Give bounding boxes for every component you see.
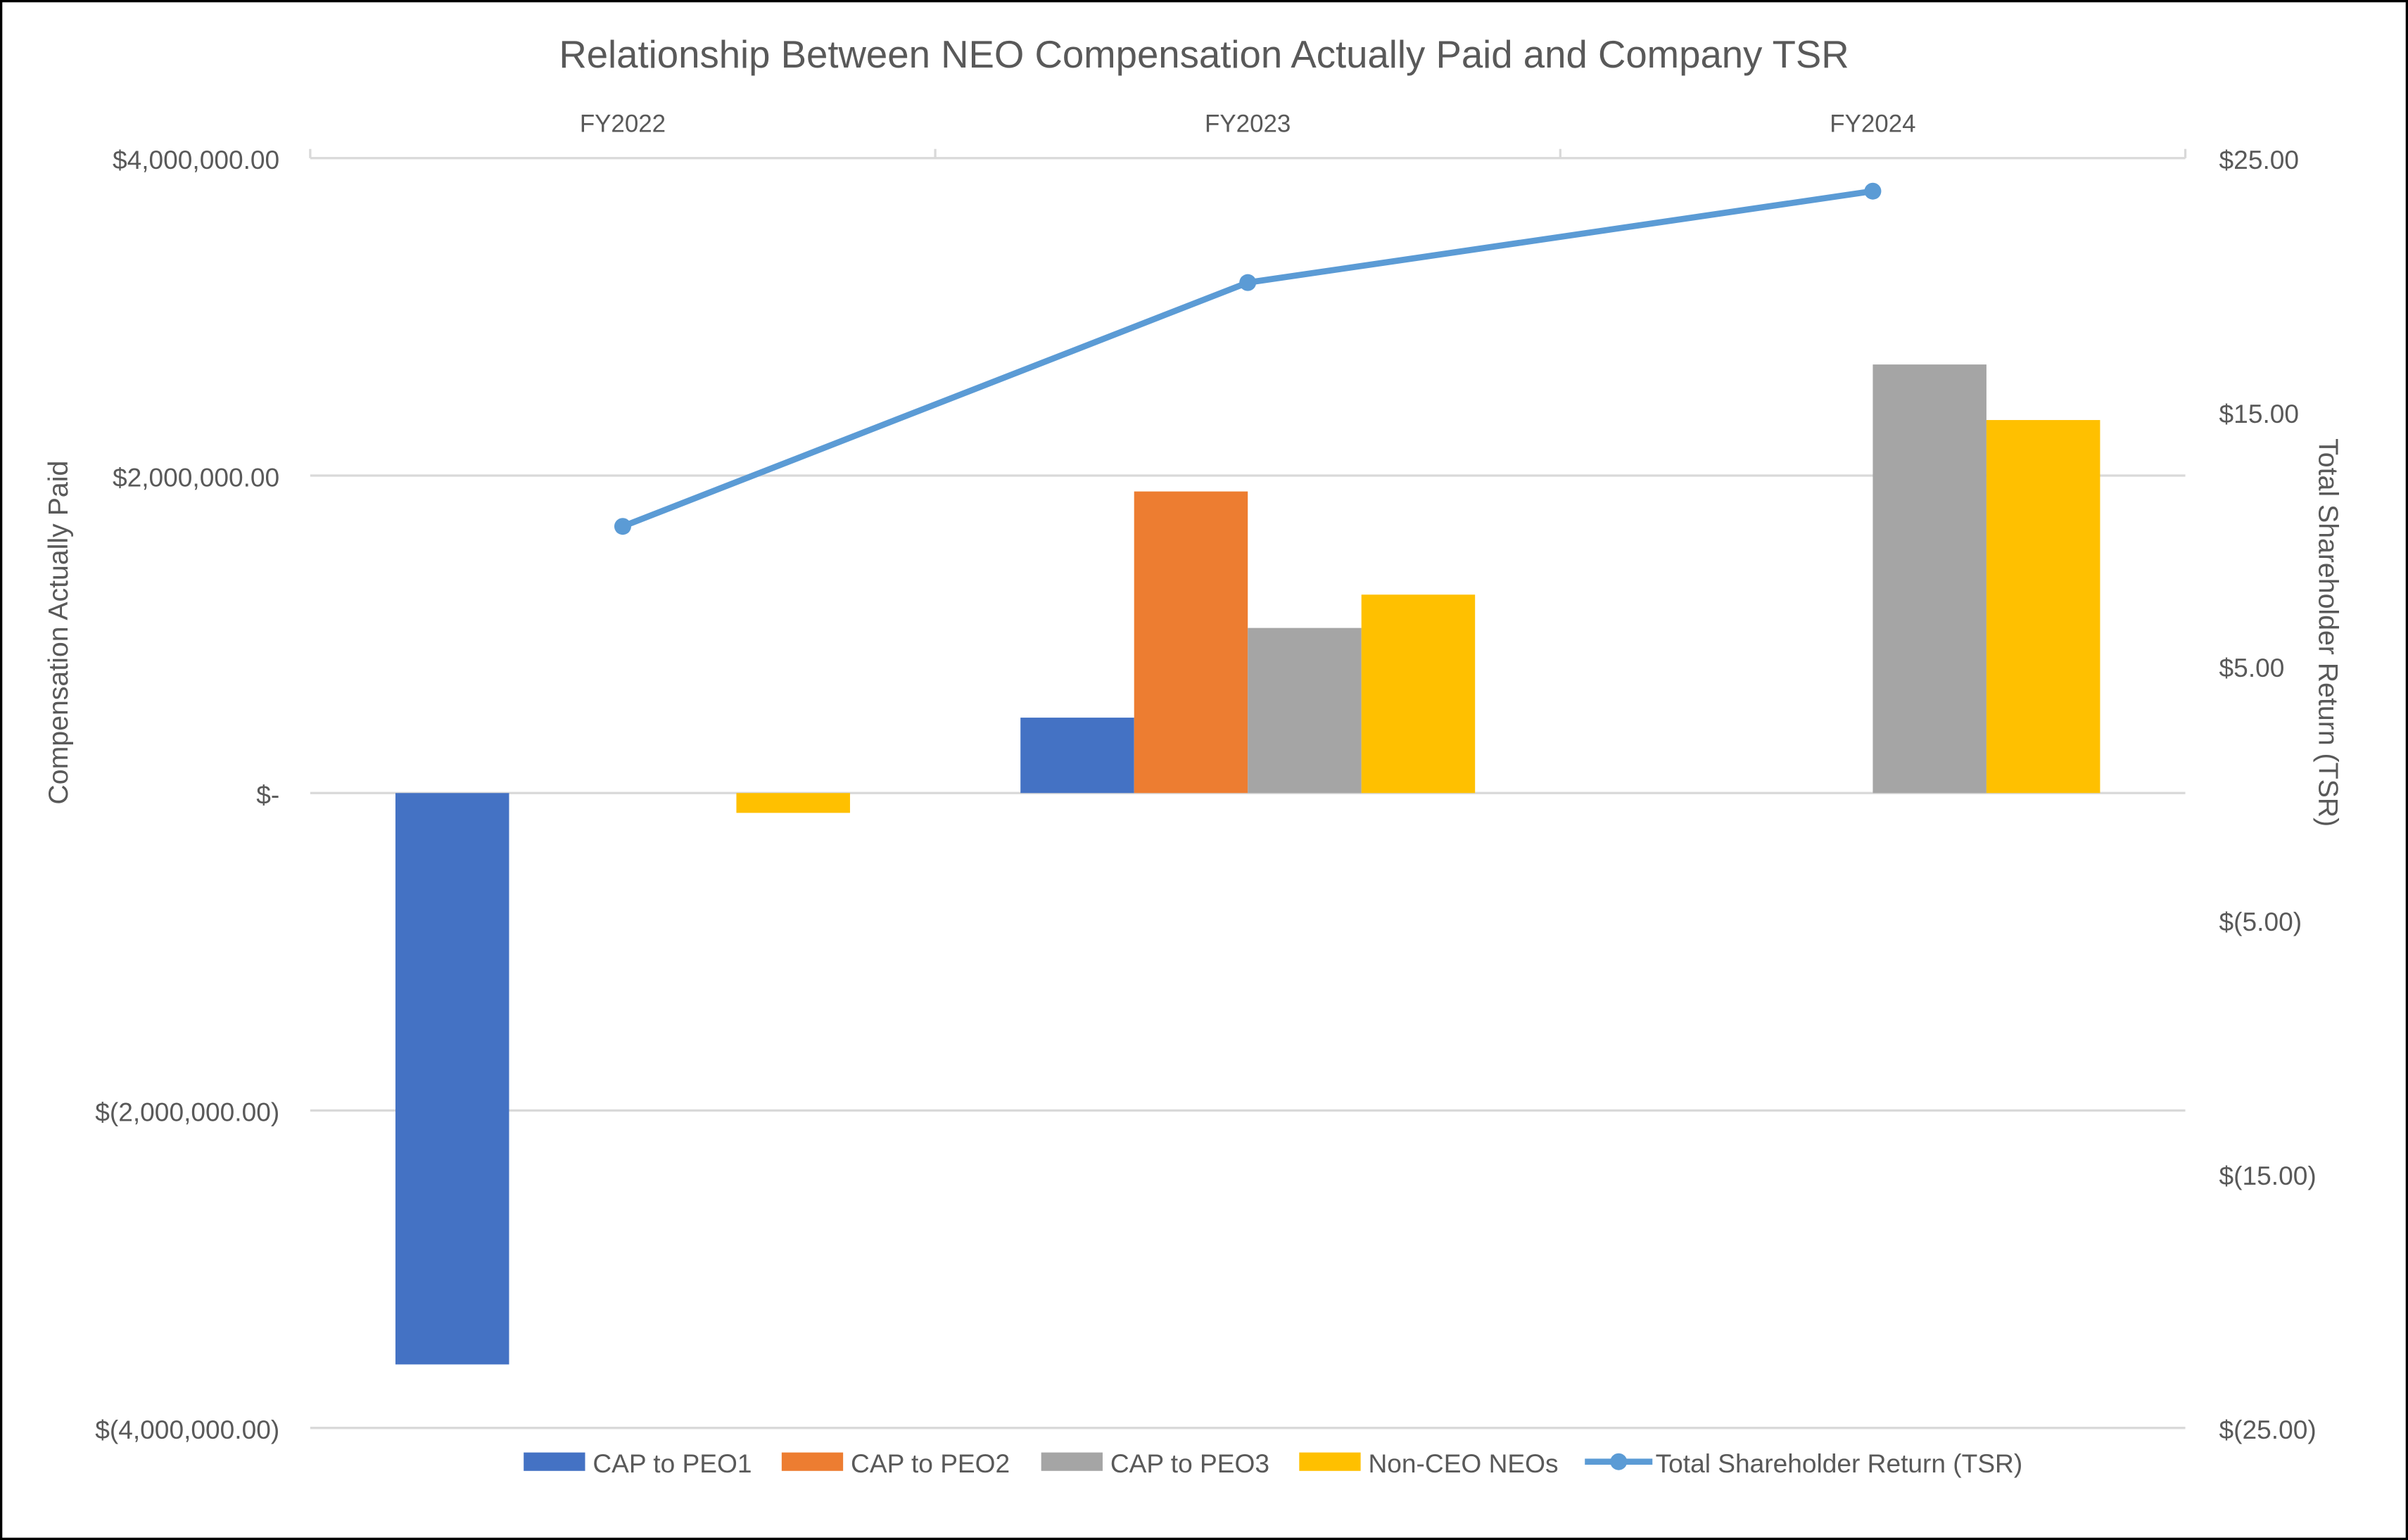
right-tick-label: $(15.00): [2219, 1161, 2317, 1190]
tsr-point-fy2023: [1239, 274, 1257, 291]
left-tick-label: $-: [256, 780, 279, 810]
right-axis-label: Total Shareholder Return (TSR): [2312, 438, 2343, 827]
legend-swatch: [781, 1452, 844, 1471]
right-tick-label: $5.00: [2219, 653, 2285, 682]
legend-label: Non-CEO NEOs: [1369, 1449, 1559, 1478]
category-labels: FY2022 FY2023 FY2024: [580, 110, 1916, 138]
legend-label: CAP to PEO2: [851, 1449, 1010, 1478]
bar-cap-to-peo1-fy2023: [1020, 718, 1134, 794]
legend-marker: [1610, 1453, 1628, 1470]
category-label: FY2024: [1830, 110, 1915, 138]
legend: CAP to PEO1 CAP to PEO2 CAP to PEO3 Non-CEO…: [524, 1449, 2022, 1478]
chart-title: Relationship Between NEO Compensation Ac…: [559, 33, 1849, 76]
left-tick-label: $(2,000,000.00): [95, 1097, 279, 1127]
category-label: FY2022: [580, 110, 666, 138]
right-tick-label: $15.00: [2219, 399, 2299, 428]
bar-non-ceo-neos-fy2024: [1986, 420, 2100, 794]
right-tick-label: $25.00: [2219, 145, 2299, 174]
bar-non-ceo-neos-fy2023: [1361, 594, 1476, 794]
right-axis-ticks: $25.00 $15.00 $5.00 $(5.00) $(15.00) $(25.00): [2219, 145, 2317, 1444]
left-tick-label: $2,000,000.00: [113, 462, 279, 492]
bars: [395, 364, 2100, 1365]
legend-label: CAP to PEO1: [593, 1449, 752, 1478]
legend-swatch: [524, 1452, 585, 1471]
right-tick-label: $(5.00): [2219, 907, 2302, 936]
bar-cap-to-peo3-fy2023: [1248, 628, 1362, 794]
legend-label: CAP to PEO3: [1110, 1449, 1269, 1478]
left-axis-ticks: $4,000,000.00 $2,000,000.00 $- $(2,000,000.…: [95, 145, 279, 1444]
bar-non-ceo-neos-fy2022: [736, 793, 850, 813]
legend-swatch: [1299, 1452, 1361, 1471]
left-axis-label: Compensation Actually Paid: [43, 461, 74, 805]
bar-cap-to-peo2-fy2023: [1134, 491, 1248, 794]
legend-swatch: [1041, 1452, 1103, 1471]
left-tick-label: $(4,000,000.00): [95, 1415, 279, 1444]
right-tick-label: $(25.00): [2219, 1415, 2317, 1444]
left-tick-label: $4,000,000.00: [113, 145, 279, 174]
legend-label: Total Shareholder Return (TSR): [1656, 1449, 2023, 1478]
tsr-point-fy2024: [1864, 182, 1882, 200]
category-label: FY2023: [1205, 110, 1291, 138]
tsr-line: [614, 182, 1882, 535]
bar-cap-to-peo3-fy2024: [1872, 364, 1986, 794]
tsr-point-fy2022: [614, 518, 631, 535]
bar-cap-to-peo1-fy2022: [395, 793, 509, 1365]
